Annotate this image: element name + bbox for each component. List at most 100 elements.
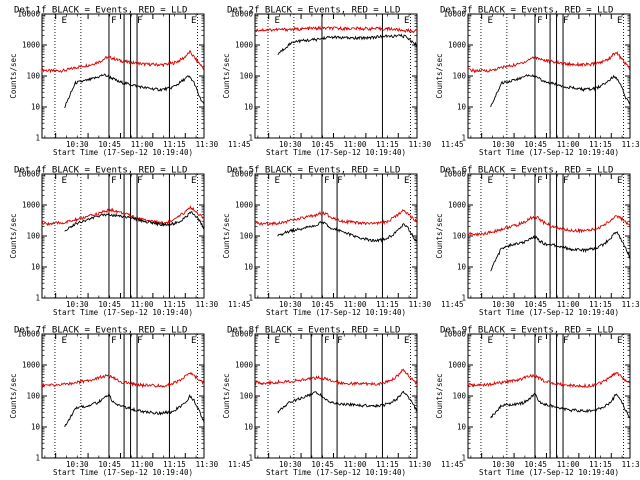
flag-label: E: [487, 336, 492, 346]
y-tick-label: 10000: [443, 170, 466, 179]
flag-label: F: [337, 176, 342, 186]
panel-title: Det 4f BLACK = Events, RED = LLD: [14, 166, 187, 176]
y-tick-label: 10000: [17, 170, 40, 179]
y-tick-label: 10000: [230, 10, 253, 19]
y-axis-label: Counts/sec: [222, 373, 231, 418]
x-tick-label: 10:45: [98, 460, 121, 469]
flag-label: F: [337, 336, 342, 346]
lld-series-line: [42, 50, 204, 74]
y-tick-label: 100: [26, 72, 40, 81]
x-axis-label: Start Time (17-Sep-12 10:19:40): [479, 148, 619, 157]
x-tick-label: 10:45: [524, 140, 547, 149]
flag-label: F: [137, 336, 142, 346]
x-tick-label: 11:15: [163, 300, 186, 309]
y-tick-label: 100: [452, 392, 466, 401]
x-axis-label: Start Time (17-Sep-12 10:19:40): [479, 308, 619, 317]
x-tick-label: 10:45: [311, 460, 334, 469]
x-tick-label: 11:45: [228, 140, 251, 149]
flag-label: E: [61, 176, 66, 186]
x-tick-label: 10:45: [524, 300, 547, 309]
lld-series-line: [255, 25, 417, 34]
lld-series-line: [255, 368, 417, 387]
y-tick-label: 100: [239, 392, 253, 401]
y-tick-label: 1: [248, 454, 253, 463]
y-tick-label: 1: [248, 294, 253, 303]
flag-label: F: [324, 176, 329, 186]
events-series-line: [277, 33, 417, 56]
panel-title: Det 9f BLACK = Events, RED = LLD: [440, 326, 613, 336]
x-tick-label: 11:00: [557, 460, 580, 469]
x-tick-label: 11:15: [376, 460, 399, 469]
flag-label: F: [324, 336, 329, 346]
x-tick-label: 10:30: [66, 300, 89, 309]
x-tick-label: 11:15: [376, 140, 399, 149]
x-axis-label: Start Time (17-Sep-12 10:19:40): [53, 308, 193, 317]
x-tick-label: 11:30: [196, 300, 219, 309]
y-tick-label: 1000: [22, 201, 41, 210]
x-tick-label: 11:15: [163, 140, 186, 149]
x-tick-label: 10:30: [492, 300, 515, 309]
events-series-line: [277, 390, 417, 414]
y-tick-label: 1000: [235, 201, 254, 210]
x-tick-label: 11:30: [409, 300, 432, 309]
lld-series-line: [468, 372, 630, 389]
x-tick-label: 10:30: [492, 140, 515, 149]
flag-label: E: [274, 16, 279, 26]
x-tick-label: 10:45: [524, 460, 547, 469]
x-tick-label: 10:45: [98, 140, 121, 149]
x-tick-label: 10:30: [492, 460, 515, 469]
y-tick-label: 10000: [17, 330, 40, 339]
x-tick-label: 11:15: [376, 300, 399, 309]
panel-title: Det 8f BLACK = Events, RED = LLD: [227, 326, 400, 336]
x-axis-label: Start Time (17-Sep-12 10:19:40): [266, 148, 406, 157]
x-axis-label: Start Time (17-Sep-12 10:19:40): [266, 308, 406, 317]
y-tick-label: 1: [35, 294, 40, 303]
flag-label: E: [274, 336, 279, 346]
lld-series-line: [468, 51, 630, 74]
flag-label: E: [274, 176, 279, 186]
y-tick-label: 1000: [235, 41, 254, 50]
x-axis-label: Start Time (17-Sep-12 10:19:40): [479, 468, 619, 477]
y-tick-label: 1: [461, 134, 466, 143]
x-tick-label: 11:00: [131, 300, 154, 309]
events-series-line: [490, 392, 630, 419]
y-tick-label: 1: [461, 294, 466, 303]
panel-title: Det 7f BLACK = Events, RED = LLD: [14, 326, 187, 336]
x-tick-label: 10:45: [311, 300, 334, 309]
x-tick-label: 11:00: [344, 140, 367, 149]
flag-label: E: [487, 176, 492, 186]
y-tick-label: 1000: [448, 201, 467, 210]
events-series-line: [64, 392, 204, 428]
flag-label: E: [61, 16, 66, 26]
events-series-line: [490, 231, 630, 272]
y-tick-label: 100: [452, 232, 466, 241]
y-tick-label: 1000: [235, 361, 254, 370]
x-tick-label: 11:30: [409, 460, 432, 469]
x-tick-label: 11:45: [441, 140, 464, 149]
y-tick-label: 1: [35, 134, 40, 143]
lld-series-line: [42, 205, 204, 227]
lld-series-line: [468, 214, 630, 237]
y-tick-label: 1: [461, 454, 466, 463]
flag-label: E: [404, 176, 409, 186]
flag-label: E: [61, 336, 66, 346]
flag-label: F: [111, 336, 116, 346]
x-tick-label: 10:30: [279, 460, 302, 469]
flag-label: E: [617, 176, 622, 186]
y-tick-label: 1000: [22, 41, 41, 50]
x-tick-label: 11:30: [622, 300, 640, 309]
x-tick-label: 11:30: [409, 140, 432, 149]
x-tick-label: 11:15: [589, 300, 612, 309]
x-tick-label: 11:00: [344, 300, 367, 309]
y-tick-label: 100: [26, 392, 40, 401]
y-tick-label: 10: [457, 263, 467, 272]
panel-title: Det 2f BLACK = Events, RED = LLD: [227, 6, 400, 16]
y-axis-label: Counts/sec: [222, 53, 231, 98]
panel-title: Det 5f BLACK = Events, RED = LLD: [227, 166, 400, 176]
x-tick-label: 11:00: [131, 140, 154, 149]
y-tick-label: 1: [35, 454, 40, 463]
detector-panel: Det 3f BLACK = Events, RED = LLD 1 10 100 10…: [435, 6, 640, 158]
y-axis-label: Counts/sec: [222, 213, 231, 258]
x-tick-label: 11:30: [196, 460, 219, 469]
